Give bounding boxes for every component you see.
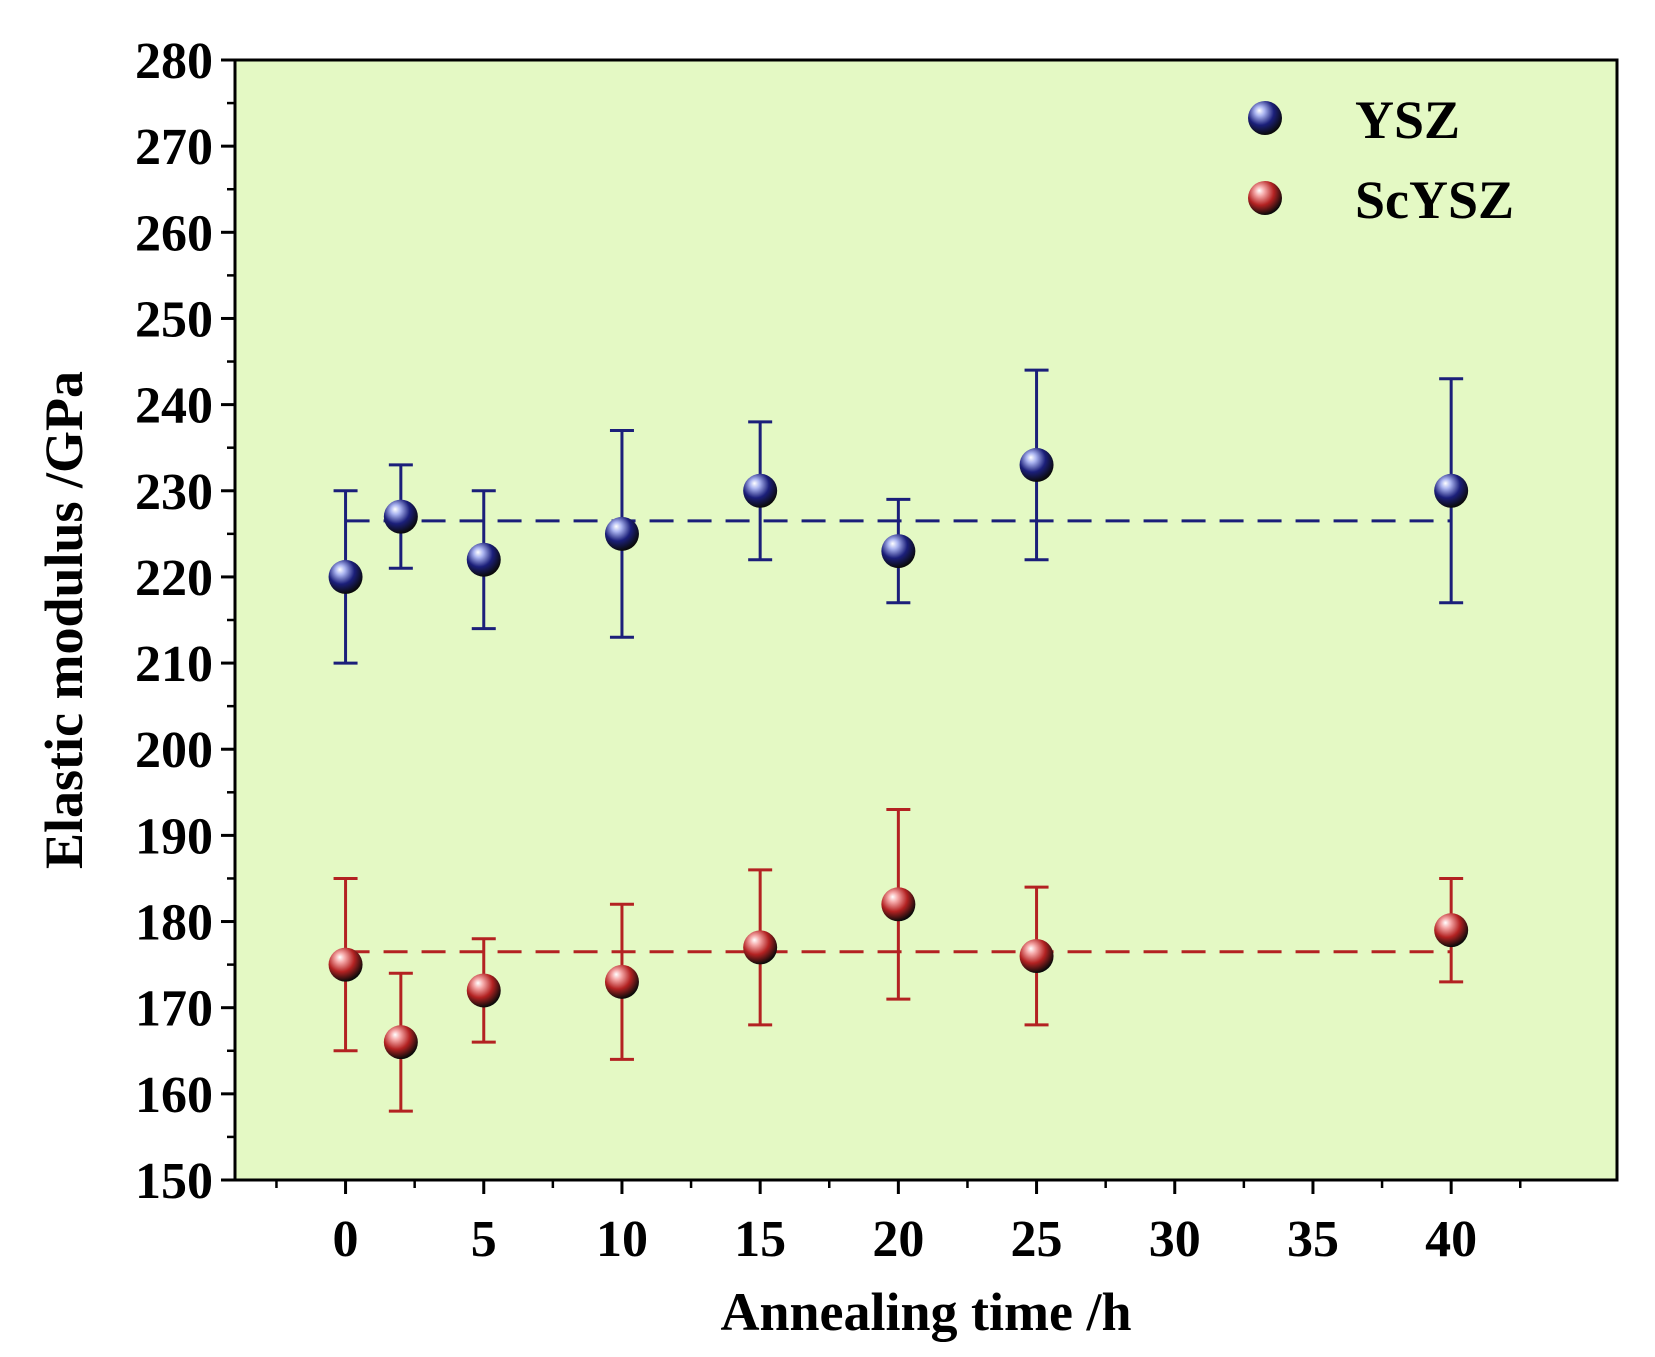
legend-label: YSZ	[1355, 90, 1460, 150]
data-point	[1434, 913, 1469, 948]
data-point	[466, 973, 501, 1008]
y-tick-label: 170	[135, 981, 213, 1038]
x-tick-label: 30	[1149, 1211, 1201, 1268]
y-tick-label: 220	[135, 550, 213, 607]
data-point	[383, 499, 418, 534]
x-tick-label: 15	[734, 1211, 786, 1268]
data-point	[743, 930, 778, 965]
y-tick-label: 180	[135, 895, 213, 952]
x-tick-label: 40	[1425, 1211, 1477, 1268]
y-axis-label: Elastic modulus /GPa	[34, 371, 94, 869]
data-points	[328, 447, 1469, 1060]
y-tick-label: 160	[135, 1067, 213, 1124]
y-tick-label: 190	[135, 808, 213, 865]
legend: YSZ ScYSZ	[1248, 90, 1514, 230]
y-tick-label: 260	[135, 205, 213, 262]
legend-entry: YSZ	[1248, 90, 1460, 150]
data-point	[1019, 939, 1054, 973]
x-tick-label: 5	[471, 1211, 497, 1268]
x-tick-label: 35	[1287, 1211, 1339, 1268]
data-point	[383, 1025, 418, 1060]
y-tick-label: 230	[135, 464, 213, 521]
data-point	[1434, 473, 1469, 508]
y-tick-label: 150	[135, 1153, 213, 1210]
data-point	[743, 473, 778, 508]
plot-area	[235, 60, 1617, 1180]
data-point	[604, 964, 639, 999]
y-tick-label: 280	[135, 33, 213, 90]
y-tick-label: 210	[135, 636, 213, 693]
data-point	[881, 534, 916, 569]
y-tick-label: 240	[135, 378, 213, 435]
legend-entry: ScYSZ	[1248, 170, 1514, 230]
x-axis-label: Annealing time /h	[720, 1282, 1131, 1342]
y-tick-label: 270	[135, 119, 213, 176]
data-point	[328, 559, 363, 594]
x-axis: 0 5 10 15 20 25 30 35 40	[275, 1180, 1522, 1268]
data-point	[328, 947, 363, 982]
x-tick-label: 10	[596, 1211, 648, 1268]
x-tick-label: 0	[333, 1211, 359, 1268]
legend-label: ScYSZ	[1355, 170, 1514, 230]
data-point	[1019, 447, 1054, 482]
legend-marker	[1248, 181, 1282, 215]
data-point	[466, 542, 501, 577]
y-axis: 150 160 170 180 190 200 210 220 230 240 250 260 270 2…	[135, 33, 235, 1210]
y-tick-label: 200	[135, 722, 213, 779]
data-point	[881, 887, 916, 922]
x-tick-label: 20	[872, 1211, 924, 1268]
x-tick-label: 25	[1011, 1211, 1063, 1268]
y-tick-label: 250	[135, 291, 213, 348]
legend-marker	[1248, 101, 1282, 135]
data-point	[604, 516, 639, 551]
